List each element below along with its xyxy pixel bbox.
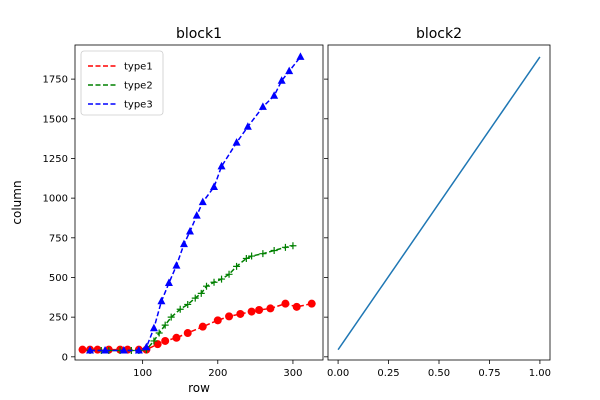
data-point [232,138,241,146]
data-point [277,76,286,84]
y-axis-label: column [10,180,24,224]
data-point [184,300,192,308]
y-tick-label: 0 [62,352,68,363]
data-point [233,262,241,270]
x-tick-label: 0.25 [377,368,399,379]
data-point [153,340,162,349]
data-point [247,307,256,316]
data-point [161,336,170,345]
data-point [197,289,205,297]
series-line [90,245,294,352]
data-point [255,306,264,315]
data-point [142,342,151,351]
data-point [242,254,250,262]
panel-title: block2 [416,26,462,42]
axes-frame [74,44,324,361]
data-point [248,252,256,260]
x-tick-label: 0.50 [428,368,450,379]
data-point [119,345,128,354]
data-point [155,329,163,337]
data-point [210,278,218,286]
data-point [292,302,301,311]
data-point [150,337,158,345]
data-point [210,182,219,191]
data-point [213,316,222,325]
data-point [191,294,199,302]
data-point [307,299,316,308]
data-point [243,122,252,130]
series-type3 [86,52,305,354]
data-point [167,313,175,321]
data-point [93,345,102,354]
data-point [164,278,173,287]
data-point [217,161,226,170]
data-point [179,239,188,248]
data-point [218,275,226,283]
data-point [281,299,290,308]
data-point [259,250,267,258]
data-point [270,247,278,255]
data-point [149,323,158,332]
data-point [176,305,184,313]
y-tick-label: 1500 [43,114,68,125]
x-tick-label: 100 [133,368,152,379]
data-point [296,52,305,60]
data-point [281,243,289,251]
data-point [236,309,245,318]
x-tick-label: 0.75 [478,368,500,379]
data-point [86,345,95,354]
y-tick-label: 1000 [43,194,68,205]
panel-title: block1 [176,26,222,42]
series-line [337,56,541,351]
series-line [82,302,312,351]
x-tick-label: 300 [283,368,302,379]
legend-label: type1 [124,62,153,73]
data-point [134,345,143,354]
data-point [198,197,207,206]
data-point [225,270,233,278]
data-point [161,321,169,329]
legend-box [80,50,164,116]
data-point [192,211,201,219]
y-tick-label: 500 [49,273,68,284]
data-point [78,345,87,354]
x-tick-label: 1.00 [529,368,551,379]
x-axis-label: row [188,381,210,395]
legend-label: type3 [124,100,153,111]
y-tick-label: 750 [49,233,68,244]
x-tick-label: 0.00 [327,368,349,379]
data-point [266,304,275,313]
panel-1: block1 100 200 300 0 250 500 750 1000 1250 1500 175… [10,26,324,395]
data-point [172,261,181,269]
data-point [258,102,267,110]
data-point [225,312,234,321]
series-1 [337,56,541,351]
x-tick-label: 200 [208,368,227,379]
y-tick-label: 250 [49,313,68,324]
data-point [270,91,279,99]
panel-2: block2 0.00 0.25 0.50 0.75 1.00 [324,26,551,379]
data-point [289,242,297,250]
data-point [203,282,211,290]
series-line [90,56,302,352]
legend-label: type2 [124,81,153,92]
data-point [101,345,110,354]
y-tick-label: 1750 [43,75,68,86]
data-point [185,226,194,235]
y-tick-label: 1250 [43,154,68,165]
data-point [183,329,192,338]
series-type2 [86,242,297,354]
data-point [198,322,207,331]
series-type1 [78,299,316,354]
data-point [157,296,166,305]
data-point [285,66,294,75]
legend: type1 type2 type3 [80,50,164,116]
data-point [172,333,181,342]
